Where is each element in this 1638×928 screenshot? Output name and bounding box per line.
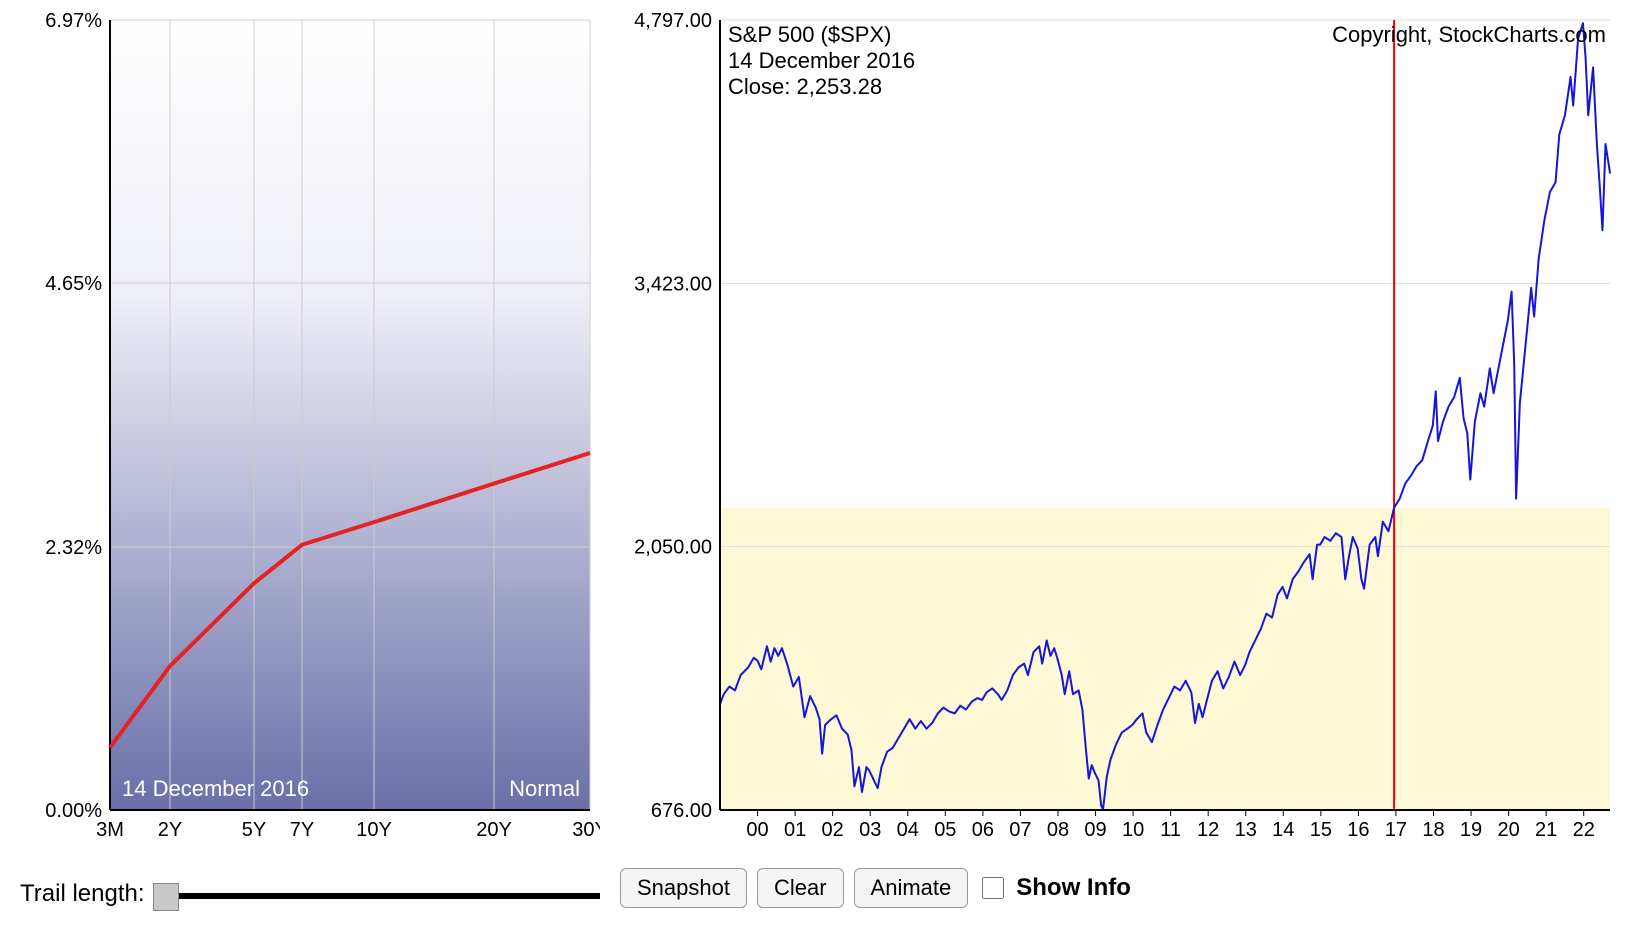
svg-text:04: 04 [897, 819, 919, 841]
svg-text:4.65%: 4.65% [45, 273, 102, 295]
svg-text:17: 17 [1385, 819, 1407, 841]
svg-text:16: 16 [1347, 819, 1369, 841]
svg-text:21: 21 [1535, 819, 1557, 841]
animate-button[interactable]: Animate [854, 868, 969, 908]
svg-text:0.00%: 0.00% [45, 800, 102, 822]
svg-text:4,797.00: 4,797.00 [634, 10, 712, 32]
svg-text:2.32%: 2.32% [45, 537, 102, 559]
svg-text:2,050.00: 2,050.00 [634, 537, 712, 559]
svg-text:Normal: Normal [509, 776, 580, 801]
svg-text:S&P 500 ($SPX): S&P 500 ($SPX) [728, 22, 891, 47]
svg-text:11: 11 [1160, 819, 1181, 841]
svg-text:14 December 2016: 14 December 2016 [122, 776, 309, 801]
svg-text:Copyright, StockCharts.com: Copyright, StockCharts.com [1332, 22, 1606, 47]
show-info-checkbox[interactable] [982, 877, 1004, 899]
svg-text:6.97%: 6.97% [45, 10, 102, 32]
svg-text:Close: 2,253.28: Close: 2,253.28 [728, 74, 882, 99]
svg-text:2Y: 2Y [158, 819, 182, 841]
yield-curve-panel: 0.00% 2.32% 4.65% 6.97% 3M 2Y 5Y 7Y 10Y 20Y 30Y 14 … [20, 10, 600, 908]
svg-text:676.00: 676.00 [651, 800, 712, 822]
svg-text:19: 19 [1460, 819, 1482, 841]
trail-length-slider[interactable] [153, 893, 601, 899]
svg-text:5Y: 5Y [242, 819, 266, 841]
svg-text:01: 01 [784, 819, 806, 841]
svg-text:18: 18 [1422, 819, 1444, 841]
spx-chart: 676.00 2,050.00 3,423.00 4,797.00 00 01 02 03 04… [620, 10, 1620, 860]
svg-text:14 December 2016: 14 December 2016 [728, 48, 915, 73]
svg-text:03: 03 [859, 819, 881, 841]
clear-button[interactable]: Clear [757, 868, 844, 908]
svg-text:20Y: 20Y [476, 819, 512, 841]
svg-text:07: 07 [1009, 819, 1031, 841]
svg-text:14: 14 [1272, 819, 1294, 841]
svg-text:00: 00 [746, 819, 768, 841]
yield-curve-chart: 0.00% 2.32% 4.65% 6.97% 3M 2Y 5Y 7Y 10Y 20Y 30Y 14 … [20, 10, 600, 872]
svg-text:3,423.00: 3,423.00 [634, 273, 712, 295]
snapshot-button[interactable]: Snapshot [620, 868, 747, 908]
svg-text:30Y: 30Y [572, 819, 600, 841]
spx-controls: Snapshot Clear Animate Show Info [620, 868, 1620, 908]
svg-text:10Y: 10Y [356, 819, 392, 841]
svg-text:7Y: 7Y [290, 819, 314, 841]
svg-text:06: 06 [972, 819, 994, 841]
show-info-label: Show Info [1016, 874, 1131, 902]
svg-text:10: 10 [1122, 819, 1144, 841]
trail-length-control: Trail length: [20, 880, 600, 908]
svg-text:12: 12 [1197, 819, 1219, 841]
trail-length-label: Trail length: [20, 880, 145, 908]
svg-text:05: 05 [934, 819, 956, 841]
svg-text:09: 09 [1084, 819, 1106, 841]
svg-text:13: 13 [1235, 819, 1257, 841]
spx-panel: 676.00 2,050.00 3,423.00 4,797.00 00 01 02 03 04… [620, 10, 1620, 908]
svg-text:22: 22 [1573, 819, 1595, 841]
svg-text:08: 08 [1047, 819, 1069, 841]
svg-text:20: 20 [1497, 819, 1519, 841]
svg-text:3M: 3M [96, 819, 124, 841]
trail-length-thumb[interactable] [153, 883, 179, 911]
svg-text:15: 15 [1310, 819, 1332, 841]
svg-text:02: 02 [822, 819, 844, 841]
